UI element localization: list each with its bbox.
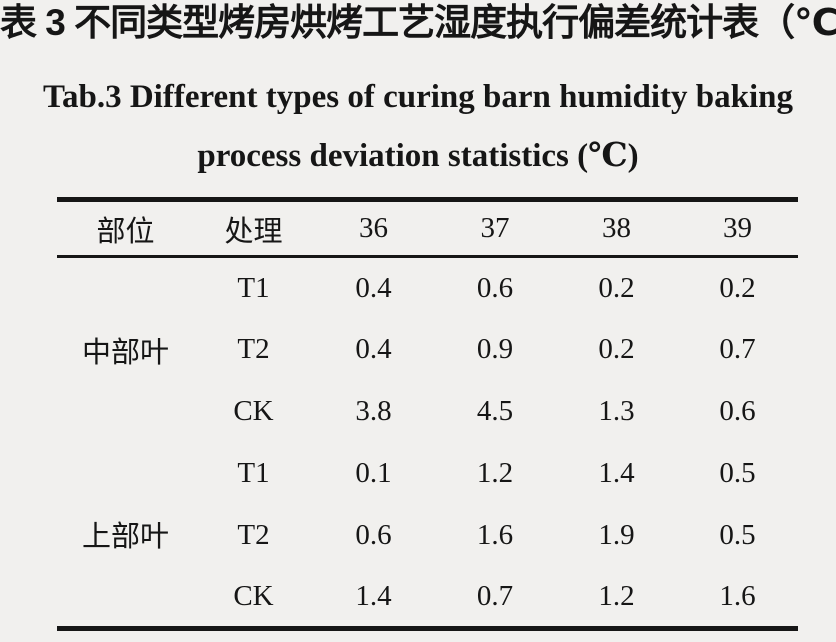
treatment-cell: CK	[233, 395, 274, 427]
table-row: T2 0.4 0.9 0.2 0.7	[57, 319, 798, 381]
value-cell: 1.2	[598, 579, 635, 612]
column-header-treatment: 处理	[194, 199, 313, 258]
value-cell: 0.6	[719, 395, 756, 427]
value-cell: 0.6	[476, 271, 514, 304]
value-cell: 1.9	[598, 519, 635, 551]
value-cell: 0.9	[476, 333, 514, 365]
value-cell: 1.4	[355, 579, 392, 612]
value-cell: 1.6	[476, 519, 514, 551]
value-cell: 1.3	[598, 395, 635, 427]
table-row: T2 0.6 1.6 1.9 0.5	[57, 505, 798, 567]
value-cell: 4.5	[476, 395, 514, 427]
column-header-temp-37: 37	[434, 199, 556, 258]
treatment-cell: T2	[237, 333, 270, 365]
value-cell: 0.5	[719, 519, 756, 551]
treatment-cell: T1	[237, 271, 270, 304]
value-cell: 1.6	[719, 579, 756, 612]
table-row: CK 1.4 0.7 1.2 1.6	[57, 567, 798, 629]
table-caption-chinese: 表 3 不同类型烤房烘烤工艺湿度执行偏差统计表（℃）	[0, 2, 836, 43]
value-cell: 0.2	[598, 271, 635, 304]
table-row: 中部叶 T1 0.4 0.6 0.2 0.2	[57, 257, 798, 370]
treatment-cell: T1	[237, 457, 270, 489]
treatment-cell: T2	[237, 519, 270, 551]
value-cell: 3.8	[355, 395, 392, 427]
value-cell: 0.7	[719, 333, 756, 365]
table-caption-english-line1: Tab.3 Different types of curing barn hum…	[43, 79, 793, 115]
value-cell: 0.7	[476, 579, 514, 612]
column-header-temp-39: 39	[677, 199, 798, 258]
treatment-cell: CK	[233, 579, 274, 612]
row-group-label-upper-leaf: 上部叶	[81, 521, 169, 554]
table-header-row: 部位 处理 36 37 38 39	[57, 199, 798, 258]
column-header-part: 部位	[57, 199, 194, 258]
value-cell: 0.6	[355, 519, 392, 551]
value-cell: 0.4	[355, 271, 392, 304]
humidity-deviation-table: 部位 处理 36 37 38 39 中部叶 T1 0.4 0.6 0.2 0.2…	[57, 197, 798, 631]
value-cell: 0.5	[719, 457, 756, 489]
column-header-temp-38: 38	[556, 199, 677, 258]
row-group-label-middle-leaf: 中部叶	[81, 337, 169, 370]
value-cell: 1.2	[476, 457, 514, 489]
value-cell: 1.4	[598, 457, 635, 489]
column-header-temp-36: 36	[313, 199, 434, 258]
table-row: 上部叶 T1 0.1 1.2 1.4 0.5	[57, 443, 798, 553]
table-caption-english-line2: process deviation statistics (℃)	[197, 138, 639, 174]
value-cell: 0.4	[355, 333, 392, 365]
table-row: CK 3.8 4.5 1.3 0.6	[57, 381, 798, 443]
value-cell: 0.2	[598, 333, 635, 365]
value-cell: 0.1	[355, 457, 392, 489]
value-cell: 0.2	[719, 271, 756, 304]
